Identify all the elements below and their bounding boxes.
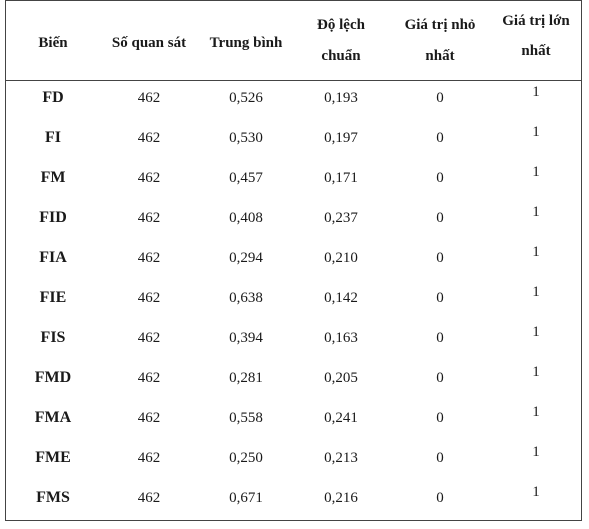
cell-observations: 462	[137, 450, 161, 466]
cell-observations: 462	[137, 370, 161, 386]
cell-variable: FIS	[40, 329, 66, 346]
cell-min: 0	[436, 330, 444, 346]
cell-max: 1	[532, 84, 540, 100]
header-divider	[5, 80, 582, 81]
header-min-line1: Giá trị nhỏ	[404, 17, 476, 33]
cell-variable: FMA	[34, 409, 72, 426]
header-std-line1: Độ lệch	[317, 17, 365, 33]
header-min-line2: nhất	[425, 48, 455, 64]
cell-observations: 462	[137, 410, 161, 426]
cell-mean: 0,394	[229, 330, 263, 346]
cell-std: 0,241	[324, 410, 358, 426]
cell-min: 0	[436, 210, 444, 226]
cell-mean: 0,408	[229, 210, 263, 226]
cell-mean: 0,281	[229, 370, 263, 386]
cell-std: 0,216	[324, 490, 358, 506]
cell-mean: 0,638	[229, 290, 263, 306]
cell-observations: 462	[137, 250, 161, 266]
cell-max: 1	[532, 364, 540, 380]
cell-min: 0	[436, 250, 444, 266]
cell-max: 1	[532, 404, 540, 420]
cell-max: 1	[532, 284, 540, 300]
cell-std: 0,193	[324, 90, 358, 106]
cell-std: 0,171	[324, 170, 358, 186]
cell-max: 1	[532, 244, 540, 260]
cell-observations: 462	[137, 90, 161, 106]
cell-max: 1	[532, 324, 540, 340]
cell-std: 0,142	[324, 290, 358, 306]
header-max-line2: nhất	[521, 43, 551, 59]
header-observations: Số quan sát	[111, 35, 187, 51]
cell-variable: FD	[42, 89, 64, 106]
header-mean: Trung bình	[209, 35, 283, 51]
header-max-line1: Giá trị lớn	[502, 13, 570, 29]
cell-observations: 462	[137, 170, 161, 186]
statistics-table	[5, 0, 582, 521]
cell-mean: 0,294	[229, 250, 263, 266]
cell-max: 1	[532, 484, 540, 500]
cell-mean: 0,530	[229, 130, 263, 146]
cell-observations: 462	[137, 490, 161, 506]
cell-variable: FM	[40, 169, 66, 186]
cell-min: 0	[436, 410, 444, 426]
header-variable: Biến	[38, 35, 68, 51]
cell-observations: 462	[137, 290, 161, 306]
cell-max: 1	[532, 444, 540, 460]
cell-max: 1	[532, 204, 540, 220]
cell-std: 0,210	[324, 250, 358, 266]
cell-std: 0,205	[324, 370, 358, 386]
cell-observations: 462	[137, 130, 161, 146]
cell-mean: 0,457	[229, 170, 263, 186]
cell-mean: 0,526	[229, 90, 263, 106]
cell-min: 0	[436, 130, 444, 146]
cell-variable: FMS	[36, 489, 70, 506]
cell-std: 0,237	[324, 210, 358, 226]
cell-max: 1	[532, 164, 540, 180]
cell-std: 0,197	[324, 130, 358, 146]
cell-observations: 462	[137, 210, 161, 226]
cell-min: 0	[436, 370, 444, 386]
cell-min: 0	[436, 490, 444, 506]
cell-min: 0	[436, 170, 444, 186]
cell-std: 0,213	[324, 450, 358, 466]
cell-mean: 0,671	[229, 490, 263, 506]
header-std-line2: chuẩn	[321, 48, 361, 64]
cell-min: 0	[436, 450, 444, 466]
cell-min: 0	[436, 290, 444, 306]
cell-mean: 0,250	[229, 450, 263, 466]
cell-variable: FME	[35, 449, 71, 466]
cell-variable: FMD	[34, 369, 72, 386]
cell-min: 0	[436, 90, 444, 106]
cell-observations: 462	[137, 330, 161, 346]
cell-variable: FIE	[39, 289, 67, 306]
cell-variable: FIA	[39, 249, 67, 266]
cell-variable: FID	[39, 209, 67, 226]
cell-max: 1	[532, 124, 540, 140]
cell-variable: FI	[45, 129, 61, 146]
cell-mean: 0,558	[229, 410, 263, 426]
cell-std: 0,163	[324, 330, 358, 346]
